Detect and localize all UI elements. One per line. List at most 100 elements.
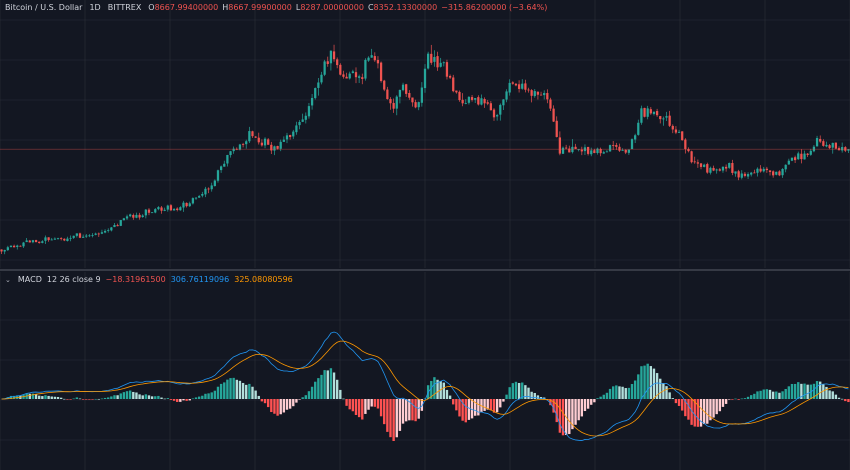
macd-legend[interactable]: ⌄ MACD 12 26 close 9 −18.31961500 306.76… xyxy=(5,275,293,284)
histogram-bar xyxy=(401,399,405,424)
candle-body xyxy=(285,135,289,140)
candle-body xyxy=(693,161,696,163)
histogram-bar xyxy=(160,397,163,399)
histogram-bar xyxy=(787,386,791,399)
candle-body xyxy=(467,96,471,103)
candle-body xyxy=(213,180,216,187)
histogram-bar xyxy=(78,398,82,400)
histogram-bar xyxy=(270,399,273,413)
candle-body xyxy=(436,56,439,68)
candle-body xyxy=(715,169,718,171)
histogram-bar xyxy=(408,399,411,421)
candle-body xyxy=(539,94,543,96)
histogram-bar xyxy=(379,399,383,417)
candle-body xyxy=(339,64,342,75)
histogram-bar xyxy=(593,399,596,403)
histogram-bar xyxy=(473,399,477,416)
candle-body xyxy=(750,172,753,175)
histogram-bar xyxy=(31,393,35,399)
histogram-bar xyxy=(756,391,759,399)
candle-body xyxy=(408,93,411,98)
candle-body xyxy=(122,218,126,221)
histogram-bar xyxy=(574,399,577,425)
candle-body xyxy=(815,138,819,147)
candle-body xyxy=(398,89,402,97)
histogram-bar xyxy=(147,395,151,399)
candle-body xyxy=(439,62,442,67)
histogram-bar xyxy=(414,399,417,422)
candle-body xyxy=(279,141,282,149)
candle-body xyxy=(103,230,107,233)
candle-body xyxy=(712,167,715,171)
histogram-bar xyxy=(746,396,750,399)
macd-histogram-value: −18.31961500 xyxy=(105,275,166,284)
candle-body xyxy=(505,91,508,100)
candle-body xyxy=(480,98,483,105)
candle-body xyxy=(423,68,427,89)
histogram-bar xyxy=(640,366,643,399)
candle-body xyxy=(358,76,361,78)
candle-body xyxy=(138,214,141,218)
candle-body xyxy=(201,193,204,196)
histogram-bar xyxy=(721,399,725,407)
histogram-bar xyxy=(273,399,276,414)
macd-indicator-name[interactable]: MACD xyxy=(17,275,42,284)
candle-body xyxy=(210,185,213,190)
candle-body xyxy=(834,142,838,149)
candle-body xyxy=(251,131,254,137)
candle-body xyxy=(160,207,163,211)
candle-body xyxy=(605,151,609,153)
symbol-legend[interactable]: Bitcoin / U.S. Dollar 1D BITTREX O8667.9… xyxy=(5,3,547,12)
candle-body xyxy=(176,208,179,210)
candle-body xyxy=(781,169,784,176)
candle-body xyxy=(9,245,13,248)
histogram-bar xyxy=(144,394,148,399)
candle-body xyxy=(317,82,320,88)
histogram-bar xyxy=(793,383,797,399)
candle-body xyxy=(455,90,458,93)
macd-pane-grid xyxy=(0,272,850,470)
candle-body xyxy=(483,99,486,104)
candle-body xyxy=(637,122,640,135)
histogram-bar xyxy=(806,384,809,399)
histogram-bar xyxy=(138,394,141,399)
candle-body xyxy=(706,164,709,173)
candle-body xyxy=(543,93,546,96)
interval-label[interactable]: 1D xyxy=(89,3,101,12)
histogram-bar xyxy=(292,399,295,407)
histogram-bar xyxy=(260,399,264,402)
histogram-bar xyxy=(768,389,772,399)
histogram-bar xyxy=(505,394,508,399)
symbol-name[interactable]: Bitcoin / U.S. Dollar xyxy=(5,3,83,12)
candle-body xyxy=(125,216,129,219)
candle-body xyxy=(91,235,94,237)
histogram-bar xyxy=(339,389,342,399)
candle-body xyxy=(536,91,540,95)
candle-body xyxy=(298,121,301,126)
price-change: −315.86200000 (−3.64%) xyxy=(441,3,548,12)
histogram-bar xyxy=(590,399,593,405)
candle-body xyxy=(612,145,615,146)
histogram-bar xyxy=(88,399,91,400)
candle-body xyxy=(50,239,53,241)
histogram-bar xyxy=(492,399,496,413)
histogram-bar xyxy=(254,390,257,399)
histogram-bar xyxy=(182,399,185,401)
histogram-bar xyxy=(781,391,784,399)
candle-body xyxy=(342,74,345,77)
histogram-bar xyxy=(477,399,480,416)
candle-body xyxy=(254,136,257,138)
histogram-bar xyxy=(558,399,562,433)
candle-body xyxy=(568,148,571,153)
candle-body xyxy=(323,61,326,75)
candle-body xyxy=(430,53,433,63)
histogram-bar xyxy=(530,391,533,399)
histogram-bar xyxy=(750,395,753,399)
histogram-bar xyxy=(110,396,113,399)
candle-body xyxy=(395,96,398,109)
candle-body xyxy=(728,163,731,168)
candle-body xyxy=(668,115,671,126)
candle-body xyxy=(336,59,339,66)
collapse-chevron-icon[interactable]: ⌄ xyxy=(5,275,11,284)
